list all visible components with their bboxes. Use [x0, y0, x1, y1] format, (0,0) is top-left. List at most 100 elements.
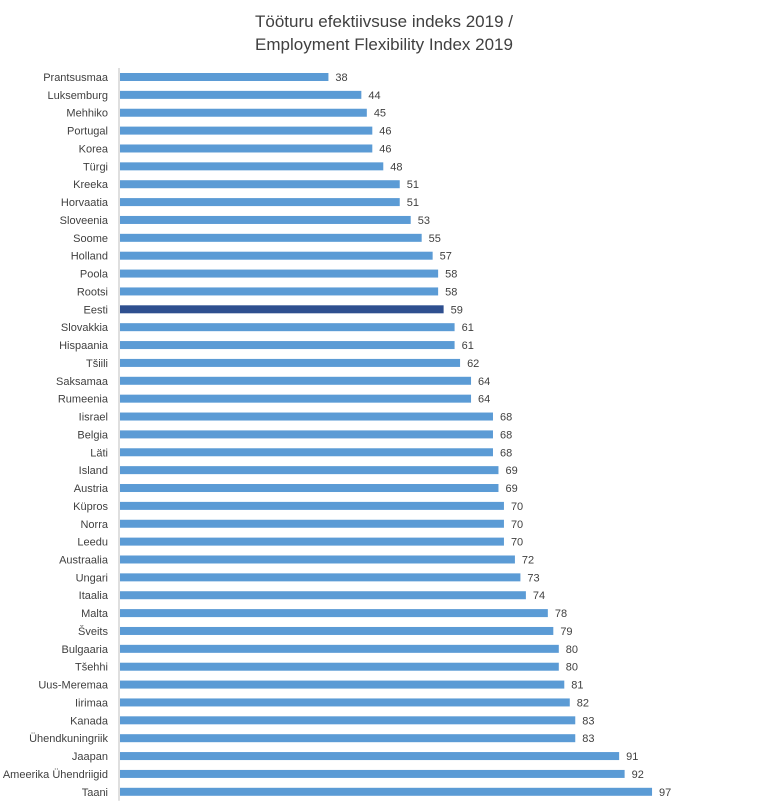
data-label: 62: [467, 358, 479, 370]
bar: [120, 287, 439, 296]
data-label: 68: [500, 412, 512, 424]
category-label: Ameerika Ühendriigid: [3, 769, 108, 781]
category-label: Island: [79, 465, 108, 477]
category-label: Itaalia: [79, 590, 109, 602]
data-label: 58: [445, 269, 457, 281]
category-label: Poola: [80, 269, 109, 281]
category-label: Portugal: [67, 126, 108, 138]
data-label: 83: [582, 715, 594, 727]
data-label: 61: [462, 340, 474, 352]
data-label: 97: [659, 787, 671, 799]
category-label: Sloveenia: [60, 215, 109, 227]
category-label: Bulgaaria: [62, 644, 109, 656]
data-label: 61: [462, 322, 474, 334]
category-label: Malta: [81, 608, 109, 620]
bar: [120, 108, 367, 117]
category-label: Ühendkuningriik: [29, 733, 108, 745]
bar: [120, 90, 362, 99]
data-label: 68: [500, 447, 512, 459]
category-label: Jaapan: [72, 751, 108, 763]
data-label: 44: [368, 90, 380, 102]
bar: [120, 644, 559, 653]
data-label: 48: [390, 161, 402, 173]
category-label: Tšiili: [86, 358, 108, 370]
bar: [120, 251, 433, 260]
category-label: Tšehhi: [75, 662, 108, 674]
category-label: Türgi: [83, 161, 108, 173]
bar: [120, 162, 384, 171]
bar: [120, 555, 515, 564]
bar: [120, 484, 499, 493]
category-label: Leedu: [77, 537, 108, 549]
category-label: Iisrael: [79, 412, 108, 424]
data-label: 83: [582, 733, 594, 745]
category-label: Taani: [82, 787, 108, 799]
bar: [120, 126, 373, 135]
category-label: Läti: [90, 447, 108, 459]
category-label: Rootsi: [77, 286, 108, 298]
data-label: 51: [407, 197, 419, 209]
data-label: 80: [566, 662, 578, 674]
bar: [120, 394, 472, 403]
data-label: 70: [511, 537, 523, 549]
bar: [120, 412, 493, 421]
data-label: 78: [555, 608, 567, 620]
data-label: 64: [478, 394, 490, 406]
category-label: Mehhiko: [66, 108, 108, 120]
data-label: 70: [511, 519, 523, 531]
data-label: 91: [626, 751, 638, 763]
bar: [120, 769, 625, 778]
bar: [120, 144, 373, 153]
category-label: Šveits: [78, 625, 108, 638]
bar: [120, 358, 461, 367]
data-label: 72: [522, 554, 534, 566]
data-label: 38: [335, 72, 347, 84]
data-label: 92: [632, 769, 644, 781]
data-label: 81: [571, 680, 583, 692]
bar: [120, 537, 504, 546]
bar: [120, 698, 570, 707]
category-label: Uus-Meremaa: [38, 680, 109, 692]
bar: [120, 609, 548, 618]
bar: [120, 73, 329, 81]
bar: [120, 680, 565, 689]
category-label: Holland: [71, 251, 108, 263]
data-label: 68: [500, 429, 512, 441]
category-label: Horvaatia: [61, 197, 109, 209]
chart-title-line-1: Tööturu efektiivsuse indeks 2019 /: [255, 12, 513, 31]
data-label: 69: [505, 483, 517, 495]
category-label: Kanada: [70, 715, 109, 727]
data-label: 73: [527, 572, 539, 584]
bar: [120, 305, 444, 314]
category-label: Austria: [74, 483, 109, 495]
category-label: Austraalia: [59, 554, 109, 566]
category-label: Kreeka: [73, 179, 109, 191]
data-label: 79: [560, 626, 572, 638]
category-label: Soome: [73, 233, 108, 245]
data-label: 82: [577, 697, 589, 709]
data-label: 74: [533, 590, 545, 602]
category-label: Ungari: [76, 572, 108, 584]
chart-title-line-2: Employment Flexibility Index 2019: [255, 35, 513, 54]
bar: [120, 341, 455, 350]
bar: [120, 430, 493, 439]
data-label: 45: [374, 108, 386, 120]
data-label: 64: [478, 376, 490, 388]
bar: [120, 734, 576, 743]
data-label: 58: [445, 286, 457, 298]
category-label: Hispaania: [59, 340, 109, 352]
bar: [120, 269, 439, 278]
category-label: Iirimaa: [75, 697, 109, 709]
data-label: 51: [407, 179, 419, 191]
bar: [120, 573, 521, 582]
category-label: Eesti: [84, 304, 108, 316]
bar: [120, 591, 526, 600]
data-label: 46: [379, 143, 391, 155]
bar: [120, 752, 620, 761]
category-label: Saksamaa: [56, 376, 109, 388]
category-label: Prantsusmaa: [43, 72, 109, 84]
bar: [120, 180, 400, 189]
data-label: 69: [505, 465, 517, 477]
